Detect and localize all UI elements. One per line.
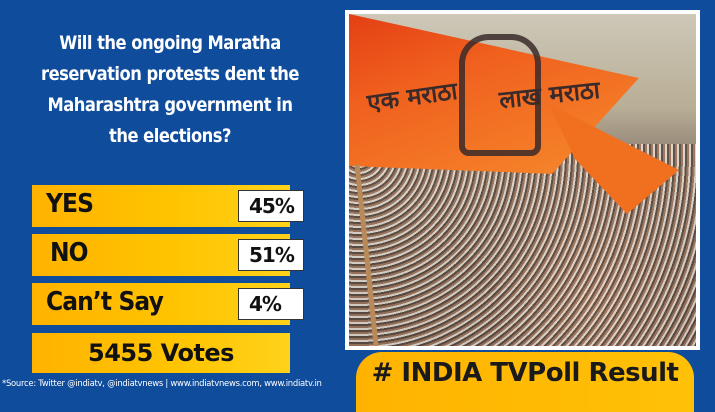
badge-text: # INDIA TVPoll Result [356,358,694,388]
poll-question: Will the ongoing Maratha reservation pro… [41,32,299,147]
option-percent: 45% [238,190,304,222]
source-credit: *Source: Twitter @indiatv, @indiatvnews … [2,378,322,389]
india-tv-logo: INDIA TV [401,358,528,388]
option-label: YES [46,189,94,219]
fist-emblem-icon [459,34,541,156]
photo-image: एक मराठा लाख मराठा [349,14,696,346]
badge-label: Poll Result [527,358,679,388]
option-percent: 51% [238,239,304,271]
hash-symbol: # [371,358,394,388]
option-label: Can’t Say [46,287,164,317]
total-votes: 5455 Votes [32,333,290,373]
option-percent: 4% [238,288,304,320]
poll-result-badge: # INDIA TVPoll Result [356,352,694,412]
protest-photo: एक मराठा लाख मराठा [345,10,700,350]
option-label: NO [50,238,89,268]
